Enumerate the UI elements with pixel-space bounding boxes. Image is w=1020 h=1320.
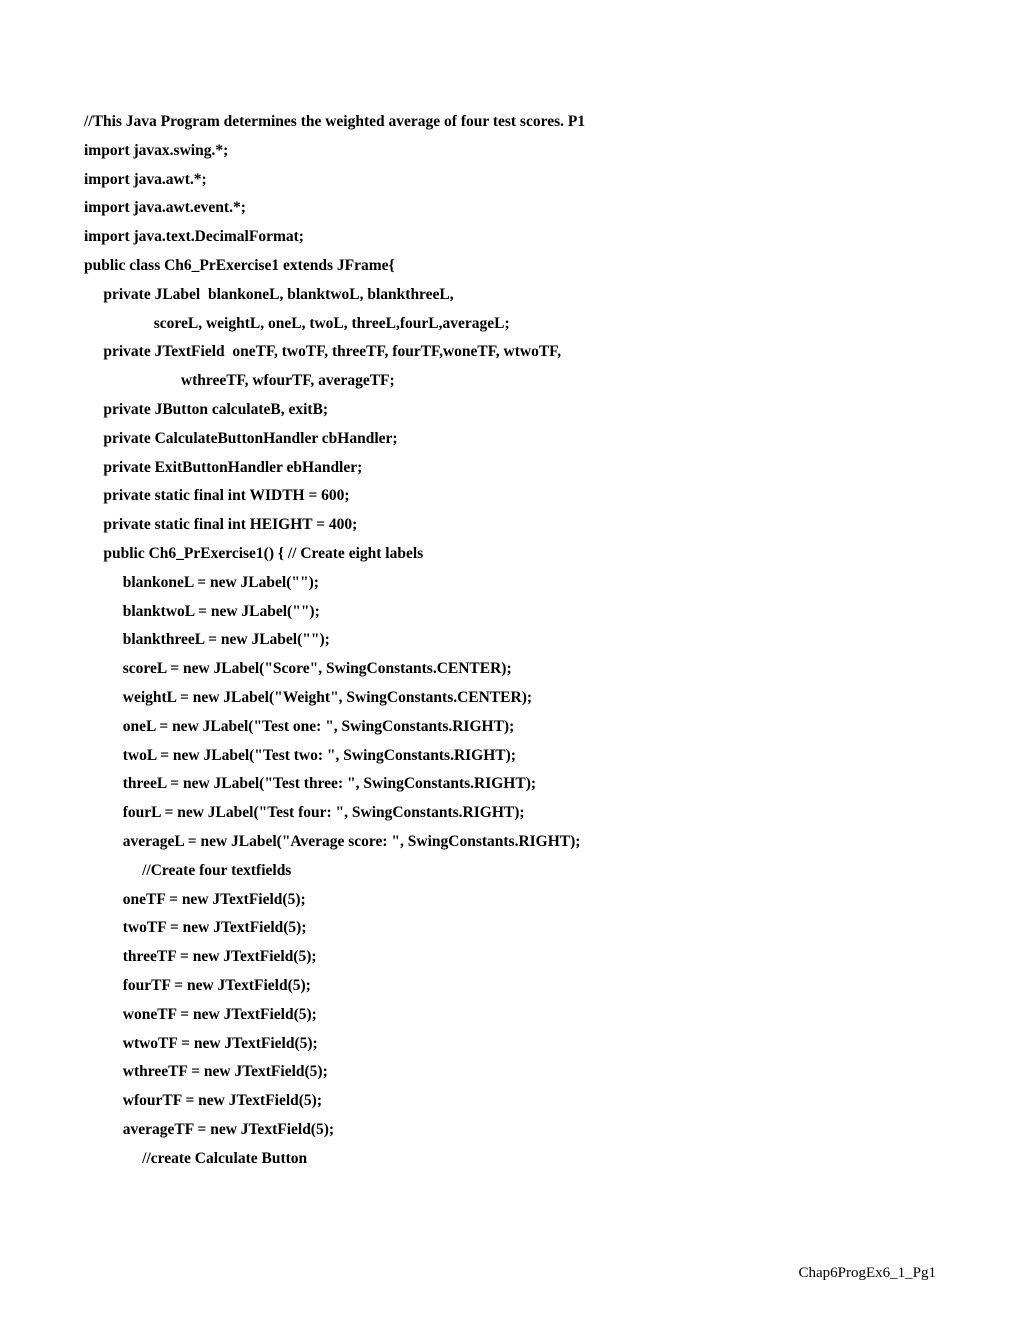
code-line: fourTF = new JTextField(5); (84, 972, 936, 1001)
code-line: blanktwoL = new JLabel(""); (84, 598, 936, 627)
code-line: wtwoTF = new JTextField(5); (84, 1030, 936, 1059)
code-line: averageL = new JLabel("Average score: ",… (84, 828, 936, 857)
code-line: private JTextField oneTF, twoTF, threeTF… (84, 338, 936, 367)
code-content: //This Java Program determines the weigh… (0, 0, 1020, 1213)
code-line: threeTF = new JTextField(5); (84, 943, 936, 972)
code-line: twoL = new JLabel("Test two: ", SwingCon… (84, 742, 936, 771)
code-line: public class Ch6_PrExercise1 extends JFr… (84, 252, 936, 281)
code-line: threeL = new JLabel("Test three: ", Swin… (84, 770, 936, 799)
code-line: public Ch6_PrExercise1() { // Create eig… (84, 540, 936, 569)
code-line: wthreeTF = new JTextField(5); (84, 1058, 936, 1087)
code-line: twoTF = new JTextField(5); (84, 914, 936, 943)
code-line: scoreL = new JLabel("Score", SwingConsta… (84, 655, 936, 684)
code-line: private static final int WIDTH = 600; (84, 482, 936, 511)
code-line: import javax.swing.*; (84, 137, 936, 166)
code-line: import java.text.DecimalFormat; (84, 223, 936, 252)
code-line: //Create four textfields (84, 857, 936, 886)
code-line: private ExitButtonHandler ebHandler; (84, 454, 936, 483)
code-line: private CalculateButtonHandler cbHandler… (84, 425, 936, 454)
code-line: import java.awt.*; (84, 166, 936, 195)
code-line: oneL = new JLabel("Test one: ", SwingCon… (84, 713, 936, 742)
code-line: wfourTF = new JTextField(5); (84, 1087, 936, 1116)
code-line: private JLabel blankoneL, blanktwoL, bla… (84, 281, 936, 310)
code-line: private JButton calculateB, exitB; (84, 396, 936, 425)
code-line: blankoneL = new JLabel(""); (84, 569, 936, 598)
code-line: fourL = new JLabel("Test four: ", SwingC… (84, 799, 936, 828)
code-line: scoreL, weightL, oneL, twoL, threeL,four… (84, 310, 936, 339)
code-line: //This Java Program determines the weigh… (84, 108, 936, 137)
code-line: weightL = new JLabel("Weight", SwingCons… (84, 684, 936, 713)
code-line: blankthreeL = new JLabel(""); (84, 626, 936, 655)
code-line: //create Calculate Button (84, 1145, 936, 1174)
code-line: import java.awt.event.*; (84, 194, 936, 223)
code-line: woneTF = new JTextField(5); (84, 1001, 936, 1030)
code-line: oneTF = new JTextField(5); (84, 886, 936, 915)
code-line: private static final int HEIGHT = 400; (84, 511, 936, 540)
footer-text: Chap6ProgEx6_1_Pg1 (798, 1265, 936, 1281)
code-line: wthreeTF, wfourTF, averageTF; (84, 367, 936, 396)
page-footer: Chap6ProgEx6_1_Pg1 (798, 1265, 936, 1282)
code-line: averageTF = new JTextField(5); (84, 1116, 936, 1145)
